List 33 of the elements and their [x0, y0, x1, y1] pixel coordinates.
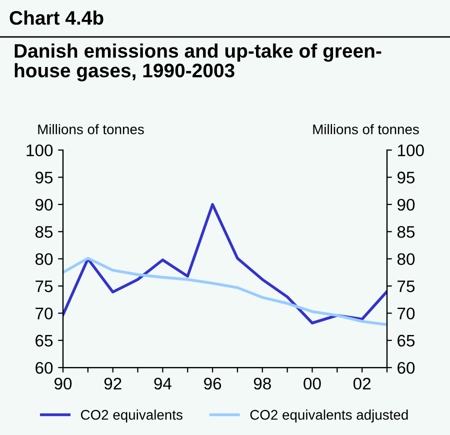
- y-tick-label: 100: [26, 144, 53, 156]
- y2-tick-label: 60: [398, 362, 415, 374]
- x-tick-label: 98: [254, 378, 271, 390]
- y-tick-label: 85: [35, 226, 53, 238]
- y-tick-label: 60: [36, 362, 53, 374]
- chart-title: Chart 4.4b: [10, 10, 104, 25]
- legend-label: CO2 equivalents: [80, 410, 182, 422]
- x-tick-label: 96: [204, 378, 222, 390]
- line-series: [63, 203, 387, 324]
- y2-tick-label: 70: [398, 308, 415, 320]
- y2-tick-label: 75: [398, 280, 415, 292]
- x-tick-label: 00: [304, 378, 321, 390]
- y-axis-title: Millions of tonnes: [38, 124, 144, 134]
- y2-tick-label: 65: [398, 334, 415, 347]
- legend-label: CO2 equivalents adjusted: [250, 410, 408, 422]
- x-tick-label: 92: [104, 378, 122, 390]
- y-tick-label: 75: [36, 280, 53, 292]
- y2-tick-label: 80: [397, 253, 415, 266]
- y2-tick-label: 85: [397, 226, 415, 238]
- y-tick-label: 80: [35, 253, 53, 266]
- y-tick-label: 70: [36, 308, 53, 320]
- chart-subtitle: Danish emissions and up-take of green- house gases, 1990-2003: [14, 44, 382, 82]
- y-tick-label: 65: [36, 334, 53, 347]
- x-tick-label: 02: [353, 378, 371, 390]
- y2-tick-label: 95: [398, 172, 415, 184]
- y-tick-label: 95: [36, 172, 53, 184]
- x-tick-label: 94: [154, 378, 172, 390]
- y2-tick-label: 90: [398, 198, 415, 211]
- y2-tick-label: 100: [398, 144, 424, 156]
- line-series: [63, 256, 387, 326]
- x-tick-label: 90: [54, 378, 72, 390]
- y2-axis-title: Millions of tonnes: [313, 124, 419, 134]
- y-tick-label: 90: [36, 198, 53, 211]
